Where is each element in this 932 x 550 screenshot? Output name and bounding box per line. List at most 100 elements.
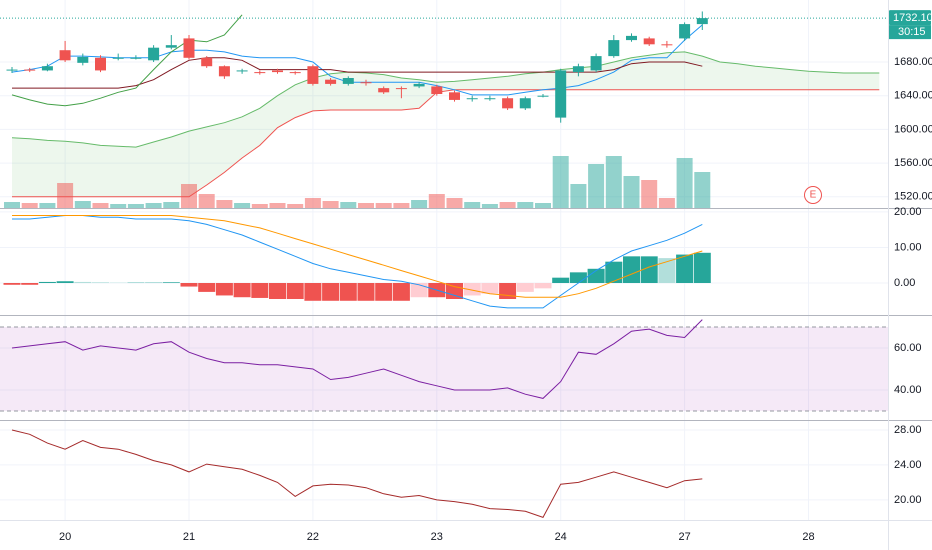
- volume-bar: [552, 156, 569, 208]
- histogram-bar: [481, 283, 499, 294]
- indicator-line: [11, 319, 703, 399]
- histogram-bar: [56, 281, 74, 284]
- volume-bar: [588, 164, 605, 208]
- x-tick-label: 27: [678, 531, 690, 543]
- volume-bar: [499, 202, 516, 208]
- volume-bar: [393, 203, 410, 208]
- volume-bar: [92, 203, 109, 208]
- volume-bar: [110, 204, 127, 208]
- histogram-bar: [180, 283, 198, 287]
- x-tick-label: 28: [802, 531, 814, 543]
- candle-body: [307, 66, 319, 84]
- y-tick-label: 1560.00: [894, 157, 932, 169]
- volume-bar: [535, 203, 551, 208]
- candle-body: [502, 98, 514, 109]
- candle-body: [289, 72, 301, 74]
- histogram-bar: [658, 258, 676, 284]
- volume-bar: [658, 198, 675, 208]
- candle-body: [572, 66, 584, 73]
- histogram-bar: [623, 256, 640, 284]
- countdown-label: 30:15: [898, 26, 926, 38]
- volume-bar: [340, 202, 357, 208]
- candle-body: [218, 66, 230, 77]
- histogram-bar: [534, 283, 552, 289]
- volume-bar: [570, 184, 587, 208]
- histogram-bar: [322, 283, 340, 301]
- volume-bar: [304, 198, 321, 208]
- histogram-bar: [269, 283, 286, 300]
- histogram-bar: [499, 283, 517, 300]
- y-tick-label: 1680.00: [894, 56, 932, 68]
- grid: [0, 0, 888, 520]
- volume-bar: [234, 203, 251, 208]
- candle-body: [466, 98, 478, 100]
- indicator-line: [12, 57, 703, 89]
- candle-body: [6, 69, 18, 71]
- histogram-bar: [21, 283, 39, 285]
- candle-body: [254, 72, 266, 74]
- volume-bar: [623, 176, 640, 208]
- histogram-bar: [92, 282, 109, 284]
- candle-body: [626, 35, 637, 41]
- histogram-bar: [251, 283, 269, 298]
- histogram-bar: [640, 256, 658, 284]
- volume-bar: [127, 204, 144, 208]
- volume-bar: [676, 158, 693, 208]
- volume-bar: [163, 202, 180, 208]
- candle-body: [325, 79, 337, 84]
- histogram-bar: [569, 272, 587, 284]
- signal-line: [12, 215, 703, 298]
- volume-bar: [605, 156, 622, 208]
- y-tick-label: 0.00: [894, 277, 915, 289]
- volume-bar: [287, 204, 304, 208]
- volume-bar: [74, 201, 91, 208]
- x-tick-label: 21: [183, 531, 195, 543]
- volume-bar: [21, 203, 38, 208]
- histogram-bar: [463, 283, 481, 296]
- y-tick-label: 1640.00: [894, 90, 932, 102]
- band-fill: [0, 326, 888, 411]
- candle-body: [395, 88, 407, 90]
- volume-bar: [216, 200, 233, 208]
- candle-body: [360, 82, 372, 84]
- histogram-bar: [446, 283, 463, 300]
- histogram-bar: [587, 268, 605, 284]
- histogram-bar: [3, 283, 21, 285]
- candle-body: [431, 86, 443, 95]
- last-price-tag: [889, 10, 931, 26]
- volume-bar: [375, 203, 392, 208]
- candle-body: [165, 45, 177, 48]
- indicator-line: [11, 24, 703, 96]
- y-tick-label: 60.00: [894, 342, 922, 354]
- volume-bar: [428, 194, 445, 208]
- volume-bar: [481, 204, 498, 208]
- macd-line: [12, 215, 703, 309]
- candle-body: [643, 38, 655, 45]
- candle-body: [378, 88, 390, 93]
- histogram-bar: [74, 281, 92, 284]
- y-tick-label: 1520.00: [894, 191, 932, 203]
- volume-bar: [322, 201, 339, 208]
- candle-body: [342, 78, 354, 84]
- earnings-label: E: [810, 190, 817, 201]
- y-tick-label: 1600.00: [894, 123, 932, 135]
- histogram-bar: [357, 283, 375, 301]
- candle-body: [413, 83, 425, 87]
- y-tick-label: 20.00: [894, 206, 922, 218]
- y-tick-label: 40.00: [894, 384, 922, 396]
- candle-body: [519, 98, 531, 109]
- volume-bar: [145, 203, 162, 208]
- candle-body: [537, 95, 549, 97]
- volume-bar: [464, 202, 481, 208]
- earnings-marker: [804, 186, 822, 204]
- volume-bar: [269, 203, 286, 208]
- histogram-bar: [552, 277, 570, 284]
- x-tick-label: 24: [555, 531, 567, 543]
- histogram-bar: [375, 283, 393, 301]
- y-tick-label: 28.00: [894, 424, 922, 436]
- candle-body: [148, 47, 160, 61]
- volume-bar: [446, 198, 463, 208]
